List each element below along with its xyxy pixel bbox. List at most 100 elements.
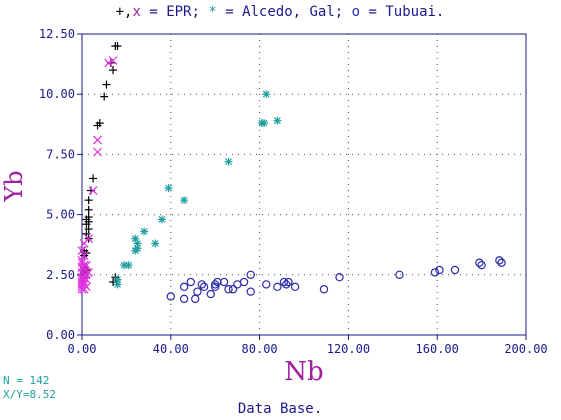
data-point-circle [246, 287, 255, 296]
data-point-circle [193, 287, 202, 296]
data-point-circle [279, 277, 289, 287]
data-point-circle [319, 285, 329, 294]
x-tick-label: 200.00 [504, 342, 547, 356]
data-point-circle [186, 277, 195, 287]
data-point-circle [213, 277, 222, 287]
x-tick-label: 120.00 [327, 342, 370, 356]
y-axis-label: Yb [0, 170, 28, 202]
n-count-label: N = [3, 374, 23, 387]
data-point-circle [197, 280, 207, 289]
data-point-plus [84, 196, 93, 205]
data-point-plus [100, 92, 109, 101]
footer-text: Data Base. [238, 401, 322, 417]
xy-ratio-readout: X/Y=8.52 [3, 388, 56, 401]
data-point-circle [450, 265, 460, 275]
x-tick-label: 40.00 [153, 342, 189, 356]
x-tick-label: 160.00 [416, 342, 459, 356]
title-part-1: x [132, 4, 140, 20]
y-tick-label: 2.50 [46, 268, 75, 282]
data-point-star [157, 215, 166, 224]
data-point-x [104, 58, 114, 68]
data-point-star [133, 244, 142, 253]
data-point-circle [179, 294, 189, 304]
axis-ticks: 0.00 40.00 80.00 120.00 160.00 200.00 0.00 2.50… [39, 27, 548, 356]
n-count-value: 142 [29, 374, 50, 387]
data-point-plus [93, 121, 102, 130]
grid-lines [82, 34, 526, 335]
y-tick-label: 10.00 [39, 87, 75, 101]
data-point-x [79, 251, 89, 260]
x-axis-label: Nb [284, 357, 323, 387]
data-point-star [262, 90, 271, 99]
data-point-circle [477, 260, 486, 270]
data-point-circle [273, 282, 282, 292]
chart-title: +,x = EPR; * = Alcedo, Gal; o = Tubuai. [116, 4, 445, 20]
title-part-4: = Alcedo, Gal; [217, 4, 352, 20]
data-point-circle [179, 282, 189, 292]
title-part-3: * [208, 4, 216, 20]
data-point-plus [113, 42, 122, 51]
xy-ratio-value: 8.52 [29, 388, 57, 401]
data-point-circle [233, 280, 242, 289]
data-point-star [180, 196, 189, 205]
data-point-circle [282, 280, 291, 289]
data-point-plus [102, 80, 111, 89]
data-points [77, 42, 506, 304]
data-point-circle [284, 277, 293, 287]
y-tick-label: 5.00 [46, 208, 75, 222]
data-point-circle [224, 285, 233, 294]
data-point-star [140, 227, 149, 236]
data-point-plus [89, 174, 98, 183]
data-point-circle [335, 273, 344, 282]
data-point-circle [206, 289, 215, 299]
data-point-circle [262, 280, 271, 289]
data-point-circle [430, 268, 440, 277]
title-part-5: o [352, 4, 360, 20]
n-count-readout: N = 142 [3, 374, 49, 387]
data-point-x [108, 56, 118, 65]
data-point-star [273, 116, 282, 125]
data-point-circle [246, 270, 255, 279]
data-point-circle [435, 265, 444, 275]
xy-ratio-label: X/Y= [3, 388, 30, 401]
data-point-circle [290, 282, 300, 292]
data-point-star [113, 280, 122, 289]
x-tick-label: 0.00 [68, 342, 97, 356]
data-point-plus [109, 66, 118, 75]
data-point-circle [210, 282, 220, 292]
data-point-star [124, 261, 133, 270]
data-point-star [151, 239, 160, 248]
title-part-6: = Tubuai. [360, 4, 444, 20]
data-point-circle [495, 256, 504, 265]
y-tick-label: 12.50 [39, 27, 75, 41]
data-point-x [77, 246, 87, 256]
plot-area [81, 33, 527, 336]
data-point-x [88, 186, 98, 195]
data-point-circle [395, 270, 404, 279]
data-point-star [164, 184, 173, 193]
title-part-0: +, [116, 4, 133, 20]
data-point-circle [191, 294, 200, 304]
data-point-circle [497, 258, 506, 267]
data-point-circle [210, 280, 220, 289]
data-point-circle [475, 258, 484, 267]
data-point-x [79, 239, 89, 248]
y-tick-label: 7.50 [46, 147, 75, 161]
data-point-circle [199, 282, 209, 292]
data-point-plus [82, 220, 91, 229]
y-tick-label: 0.00 [46, 328, 75, 342]
data-point-star [224, 157, 233, 166]
x-tick-label: 80.00 [242, 342, 278, 356]
data-point-x [93, 135, 102, 145]
data-point-plus [84, 225, 93, 234]
data-point-x [82, 260, 91, 270]
data-point-circle [166, 292, 175, 301]
data-point-x [93, 147, 102, 157]
data-point-circle [228, 285, 238, 294]
data-point-star [260, 119, 269, 128]
data-point-x [77, 284, 87, 294]
title-part-2: = EPR; [141, 4, 208, 20]
data-point-x [79, 284, 89, 294]
data-point-plus [84, 205, 93, 214]
